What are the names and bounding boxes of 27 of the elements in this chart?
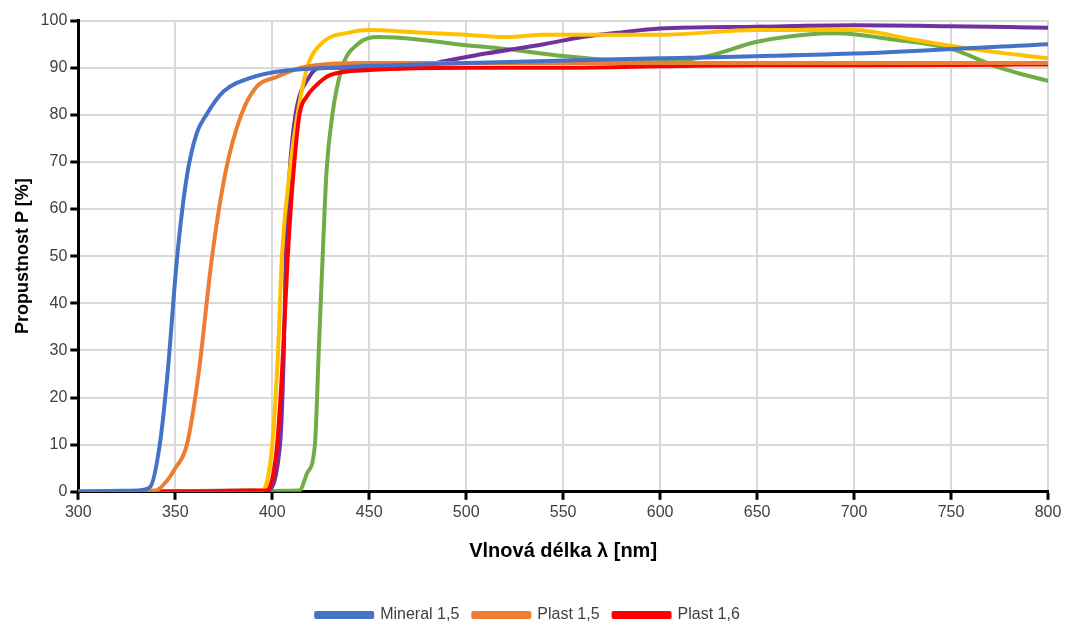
y-tick-label: 100 <box>40 11 68 29</box>
x-tick-label: 600 <box>646 502 674 520</box>
x-tick-label: 450 <box>355 502 383 520</box>
legend-label: Plast 1,5 <box>537 605 600 623</box>
x-tick-label: 550 <box>549 502 577 520</box>
y-tick-label: 10 <box>49 435 68 453</box>
x-tick-label: 650 <box>743 502 771 520</box>
y-tick-label: 70 <box>49 152 68 170</box>
x-tick-label: 750 <box>937 502 965 520</box>
y-tick-label: 20 <box>49 387 68 405</box>
y-tick-label: 80 <box>49 105 68 123</box>
x-axis-title: Vlnová délka λ [nm] <box>469 538 658 561</box>
y-axis-title: Propustnost P [%] <box>11 178 32 335</box>
x-tick-label: 800 <box>1034 502 1062 520</box>
y-tick-label: 60 <box>49 199 68 217</box>
x-tick-label: 700 <box>840 502 868 520</box>
legend-label: Plast 1,6 <box>677 605 740 623</box>
y-tick-label: 0 <box>58 482 68 500</box>
y-tick-label: 50 <box>49 246 68 264</box>
x-tick-label: 400 <box>258 502 286 520</box>
legend-label: Mineral 1,5 <box>380 605 460 623</box>
y-tick-label: 40 <box>49 293 68 311</box>
x-tick-label: 300 <box>64 502 92 520</box>
y-tick-label: 30 <box>49 340 68 358</box>
x-tick-label: 500 <box>452 502 480 520</box>
y-tick-label: 90 <box>49 58 68 76</box>
x-tick-label: 350 <box>161 502 189 520</box>
